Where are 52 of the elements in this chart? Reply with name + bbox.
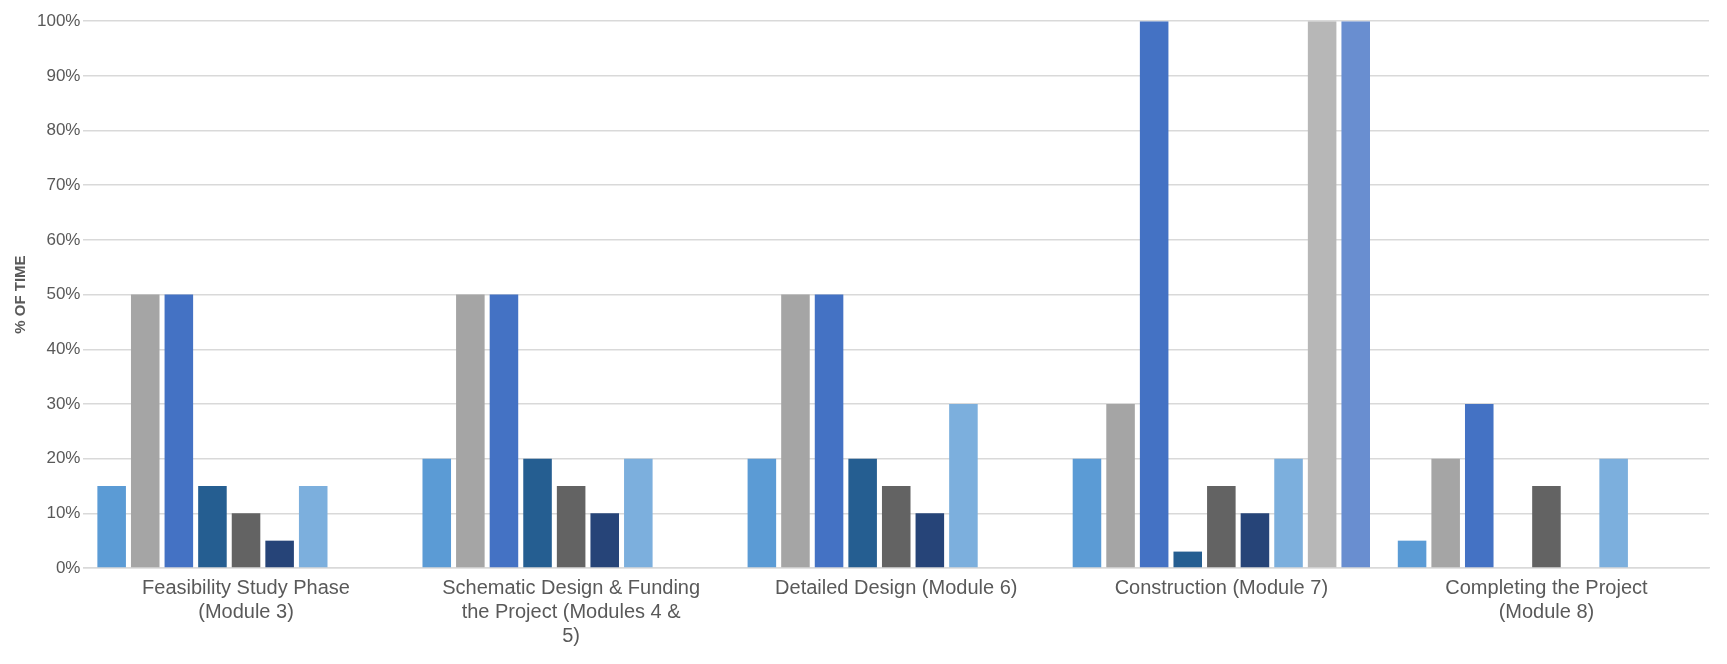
bar <box>1240 513 1270 568</box>
bar <box>881 485 911 568</box>
bar <box>949 403 978 568</box>
bar <box>624 458 653 568</box>
y-tick-label: 20% <box>46 448 81 468</box>
bar <box>781 294 810 568</box>
x-tick-label: Construction (Module 7) <box>1114 575 1329 598</box>
bar <box>1397 540 1427 568</box>
bar <box>97 485 126 568</box>
bar <box>489 294 519 568</box>
bar <box>523 458 552 568</box>
y-tick-label: 50% <box>46 284 81 304</box>
bar <box>1207 485 1236 568</box>
y-tick-label: 70% <box>46 174 81 194</box>
bar <box>1341 21 1370 568</box>
bar <box>1106 403 1135 568</box>
bar <box>915 513 945 568</box>
x-tick-label: Completing the Project (Module 8) <box>1445 575 1649 622</box>
y-tick-label: 30% <box>46 393 81 413</box>
bar <box>1307 21 1337 568</box>
bar <box>164 294 194 568</box>
bar <box>747 458 777 568</box>
bar <box>1139 21 1169 568</box>
y-tick-label: 0% <box>55 557 81 577</box>
bar <box>456 294 485 568</box>
bar <box>1599 458 1628 568</box>
y-axis-title: % OF TIME <box>11 255 29 334</box>
y-tick-label: 10% <box>46 503 81 523</box>
bar <box>1464 403 1494 568</box>
bar <box>198 485 227 568</box>
y-tick-label: 80% <box>46 120 81 140</box>
x-tick-label: Feasibility Study Phase (Module 3) <box>142 575 350 622</box>
bar <box>298 485 328 568</box>
x-tick-label: Detailed Design (Module 6) <box>775 575 1018 598</box>
bar <box>422 458 452 568</box>
bar <box>590 513 620 568</box>
bar <box>814 294 844 568</box>
y-tick-label: 90% <box>46 65 81 85</box>
bar <box>848 458 877 568</box>
bar <box>265 540 294 568</box>
bar <box>231 513 261 568</box>
bar <box>1532 485 1561 568</box>
bar <box>556 485 586 568</box>
bar <box>1173 551 1203 568</box>
x-tick-label: Schematic Design & Funding the Project (Modules 4 & 5) <box>442 575 701 646</box>
bar <box>1274 458 1303 568</box>
bar <box>1431 458 1460 568</box>
bar <box>1072 458 1102 568</box>
y-tick-label: 100% <box>37 10 81 30</box>
bar <box>130 294 160 568</box>
y-tick-label: 40% <box>46 338 81 358</box>
y-tick-label: 60% <box>46 229 81 249</box>
